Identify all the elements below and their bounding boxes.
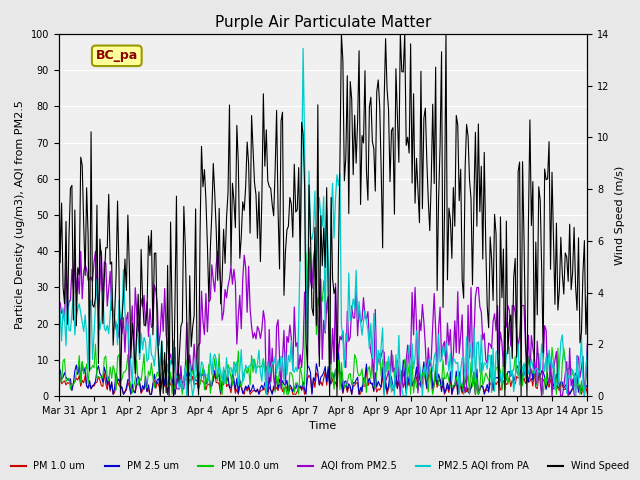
- Text: BC_pa: BC_pa: [95, 49, 138, 62]
- PM2.5 AQI from PA: [287, 337, 295, 343]
- PM 2.5 um: [335, 349, 342, 355]
- X-axis label: Time: Time: [309, 421, 337, 432]
- PM 1.0 um: [121, 388, 129, 394]
- PM 2.5 um: [241, 388, 248, 394]
- PM2.5 AQI from PA: [232, 373, 239, 379]
- PM2.5 AQI from PA: [55, 336, 63, 342]
- PM 10.0 um: [584, 363, 591, 369]
- PM2.5 AQI from PA: [241, 375, 248, 381]
- Y-axis label: Wind Speed (m/s): Wind Speed (m/s): [615, 166, 625, 264]
- Title: Purple Air Particulate Matter: Purple Air Particulate Matter: [215, 15, 431, 30]
- Line: AQI from PM2.5: AQI from PM2.5: [59, 248, 588, 396]
- PM2.5 AQI from PA: [557, 339, 564, 345]
- Line: Wind Speed: Wind Speed: [59, 34, 588, 396]
- Wind Speed: [337, 31, 345, 37]
- Wind Speed: [287, 201, 295, 207]
- AQI from PM2.5: [396, 393, 404, 399]
- PM 10.0 um: [557, 389, 564, 395]
- AQI from PM2.5: [239, 276, 246, 282]
- PM2.5 AQI from PA: [214, 372, 221, 378]
- PM 2.5 um: [232, 387, 239, 393]
- Wind Speed: [584, 294, 591, 300]
- PM2.5 AQI from PA: [120, 266, 127, 272]
- AQI from PM2.5: [212, 262, 220, 268]
- Wind Speed: [214, 277, 221, 283]
- AQI from PM2.5: [584, 341, 591, 347]
- PM 2.5 um: [584, 384, 591, 390]
- PM 1.0 um: [584, 390, 591, 396]
- AQI from PM2.5: [305, 245, 313, 251]
- PM 1.0 um: [55, 379, 63, 384]
- PM 1.0 um: [335, 361, 342, 367]
- AQI from PM2.5: [120, 315, 127, 321]
- Wind Speed: [557, 234, 564, 240]
- PM2.5 AQI from PA: [584, 348, 591, 354]
- PM 2.5 um: [55, 375, 63, 381]
- Wind Speed: [121, 256, 129, 262]
- Wind Speed: [116, 393, 124, 399]
- PM 1.0 um: [214, 380, 221, 385]
- PM2.5 AQI from PA: [183, 393, 191, 399]
- PM2.5 AQI from PA: [300, 46, 307, 51]
- Wind Speed: [55, 131, 63, 137]
- PM 1.0 um: [109, 391, 117, 397]
- AQI from PM2.5: [557, 393, 564, 399]
- Line: PM 2.5 um: PM 2.5 um: [59, 352, 588, 394]
- PM 10.0 um: [241, 368, 248, 374]
- Wind Speed: [241, 207, 248, 213]
- AQI from PM2.5: [55, 302, 63, 308]
- PM 10.0 um: [120, 369, 127, 375]
- PM 1.0 um: [232, 390, 239, 396]
- PM 10.0 um: [55, 350, 63, 356]
- Line: PM2.5 AQI from PA: PM2.5 AQI from PA: [59, 48, 588, 396]
- Wind Speed: [232, 225, 239, 230]
- PM 10.0 um: [179, 391, 186, 397]
- PM 1.0 um: [241, 391, 248, 397]
- PM 10.0 um: [232, 361, 239, 367]
- PM 2.5 um: [109, 391, 117, 397]
- PM 2.5 um: [287, 384, 295, 390]
- PM 10.0 um: [287, 370, 295, 376]
- Line: PM 10.0 um: PM 10.0 um: [59, 252, 588, 394]
- Y-axis label: Particle Density (ug/m3), AQI from PM2.5: Particle Density (ug/m3), AQI from PM2.5: [15, 101, 25, 329]
- PM 10.0 um: [307, 250, 314, 255]
- Line: PM 1.0 um: PM 1.0 um: [59, 364, 588, 394]
- PM 1.0 um: [287, 385, 295, 391]
- AQI from PM2.5: [286, 322, 294, 328]
- PM 2.5 um: [214, 374, 221, 380]
- PM 2.5 um: [557, 379, 564, 385]
- PM 1.0 um: [557, 382, 564, 388]
- PM 2.5 um: [121, 390, 129, 396]
- AQI from PM2.5: [230, 266, 237, 272]
- Legend: PM 1.0 um, PM 2.5 um, PM 10.0 um, AQI from PM2.5, PM2.5 AQI from PA, Wind Speed: PM 1.0 um, PM 2.5 um, PM 10.0 um, AQI fr…: [7, 457, 633, 475]
- PM 10.0 um: [214, 378, 221, 384]
